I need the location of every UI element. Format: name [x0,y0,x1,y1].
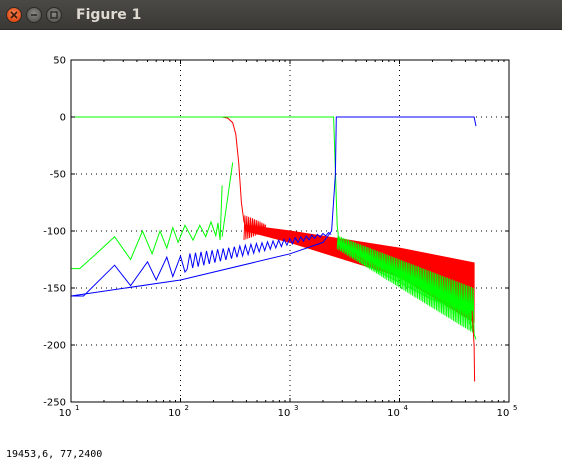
maximize-icon [50,11,58,19]
maximize-button[interactable] [46,7,62,23]
title-bar[interactable]: Figure 1 [0,0,562,30]
minimize-icon [30,11,38,19]
y-tick-label: -200 [43,341,66,352]
x-tick-label: 10 [497,408,510,419]
x-tick-exponent: 1 [75,404,79,412]
figure-canvas[interactable]: 50 0 -50 -100 -150 -200 -250 10 1 10 2 10 3 10 4 10 5 [0,30,562,448]
x-tick-label: 10 [387,408,400,419]
close-icon [10,11,18,19]
x-tick-exponent: 3 [294,404,298,412]
x-tick-exponent: 5 [513,404,517,412]
y-tick-label: 0 [60,113,66,124]
cursor-coordinates: 19453,6, 77,2400 [6,449,102,460]
series-green-lowfreq [71,185,222,268]
y-tick-label: -100 [43,227,66,238]
y-tick-label: 50 [53,56,66,67]
x-tick-exponent: 2 [185,404,189,412]
window-title: Figure 1 [76,7,141,23]
series-line-0 [71,117,257,231]
x-tick-label: 10 [59,408,72,419]
x-tick-label: 10 [278,408,291,419]
minimize-button[interactable] [26,7,42,23]
series-line-1 [71,117,476,339]
x-tick-label: 10 [168,408,181,419]
y-tick-label: -250 [43,398,66,409]
status-bar: 19453,6, 77,2400 [0,448,562,462]
y-tick-label: -50 [50,170,66,181]
y-tick-label: -150 [43,284,66,295]
x-tick-exponent: 4 [404,404,409,412]
series-line-4 [222,163,233,237]
close-button[interactable] [6,7,22,23]
